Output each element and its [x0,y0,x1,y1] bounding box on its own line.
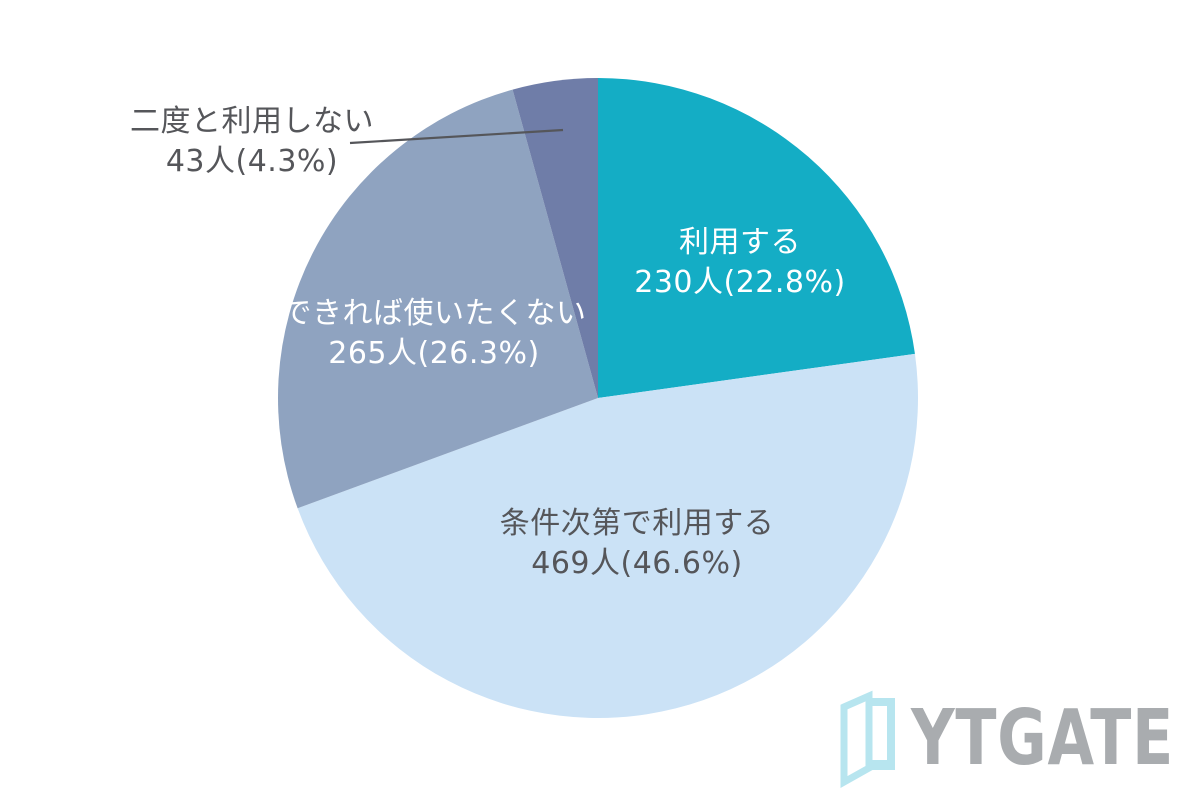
slice-label-conditional-use: 条件次第で利用する 469人(46.6%) [500,504,775,584]
callout-leader-line [349,128,564,145]
pie-slice-0 [598,78,915,398]
slice-label-use: 利用する 230人(22.8%) [634,223,845,303]
logo-text: YTGATE [910,694,1174,783]
open-gate-icon-right-panel [870,698,895,770]
pie-slice-3 [512,78,598,398]
slice-name: 二度と利用しない [130,104,374,140]
slice-name: できれば使いたくない [281,296,587,332]
slice-value: 230人(22.8%) [634,265,846,300]
slice-label-never-use: 二度と利用しない 43人(4.3%) [130,102,374,182]
pie-slices-group [278,78,919,718]
slice-label-prefer-not-use: できれば使いたくない 265人(26.3%) [282,294,587,374]
slice-value: 43人(4.3%) [165,144,339,179]
brand-logo: YTGATE [838,686,1188,788]
open-gate-icon [840,690,873,788]
slice-value: 265人(26.3%) [328,336,540,371]
pie-slice-2 [278,89,598,509]
slice-name: 利用する [678,225,801,261]
slice-name: 条件次第で利用する [499,506,775,542]
pie-slice-1 [297,353,919,718]
slice-value: 469人(46.6%) [531,546,743,581]
